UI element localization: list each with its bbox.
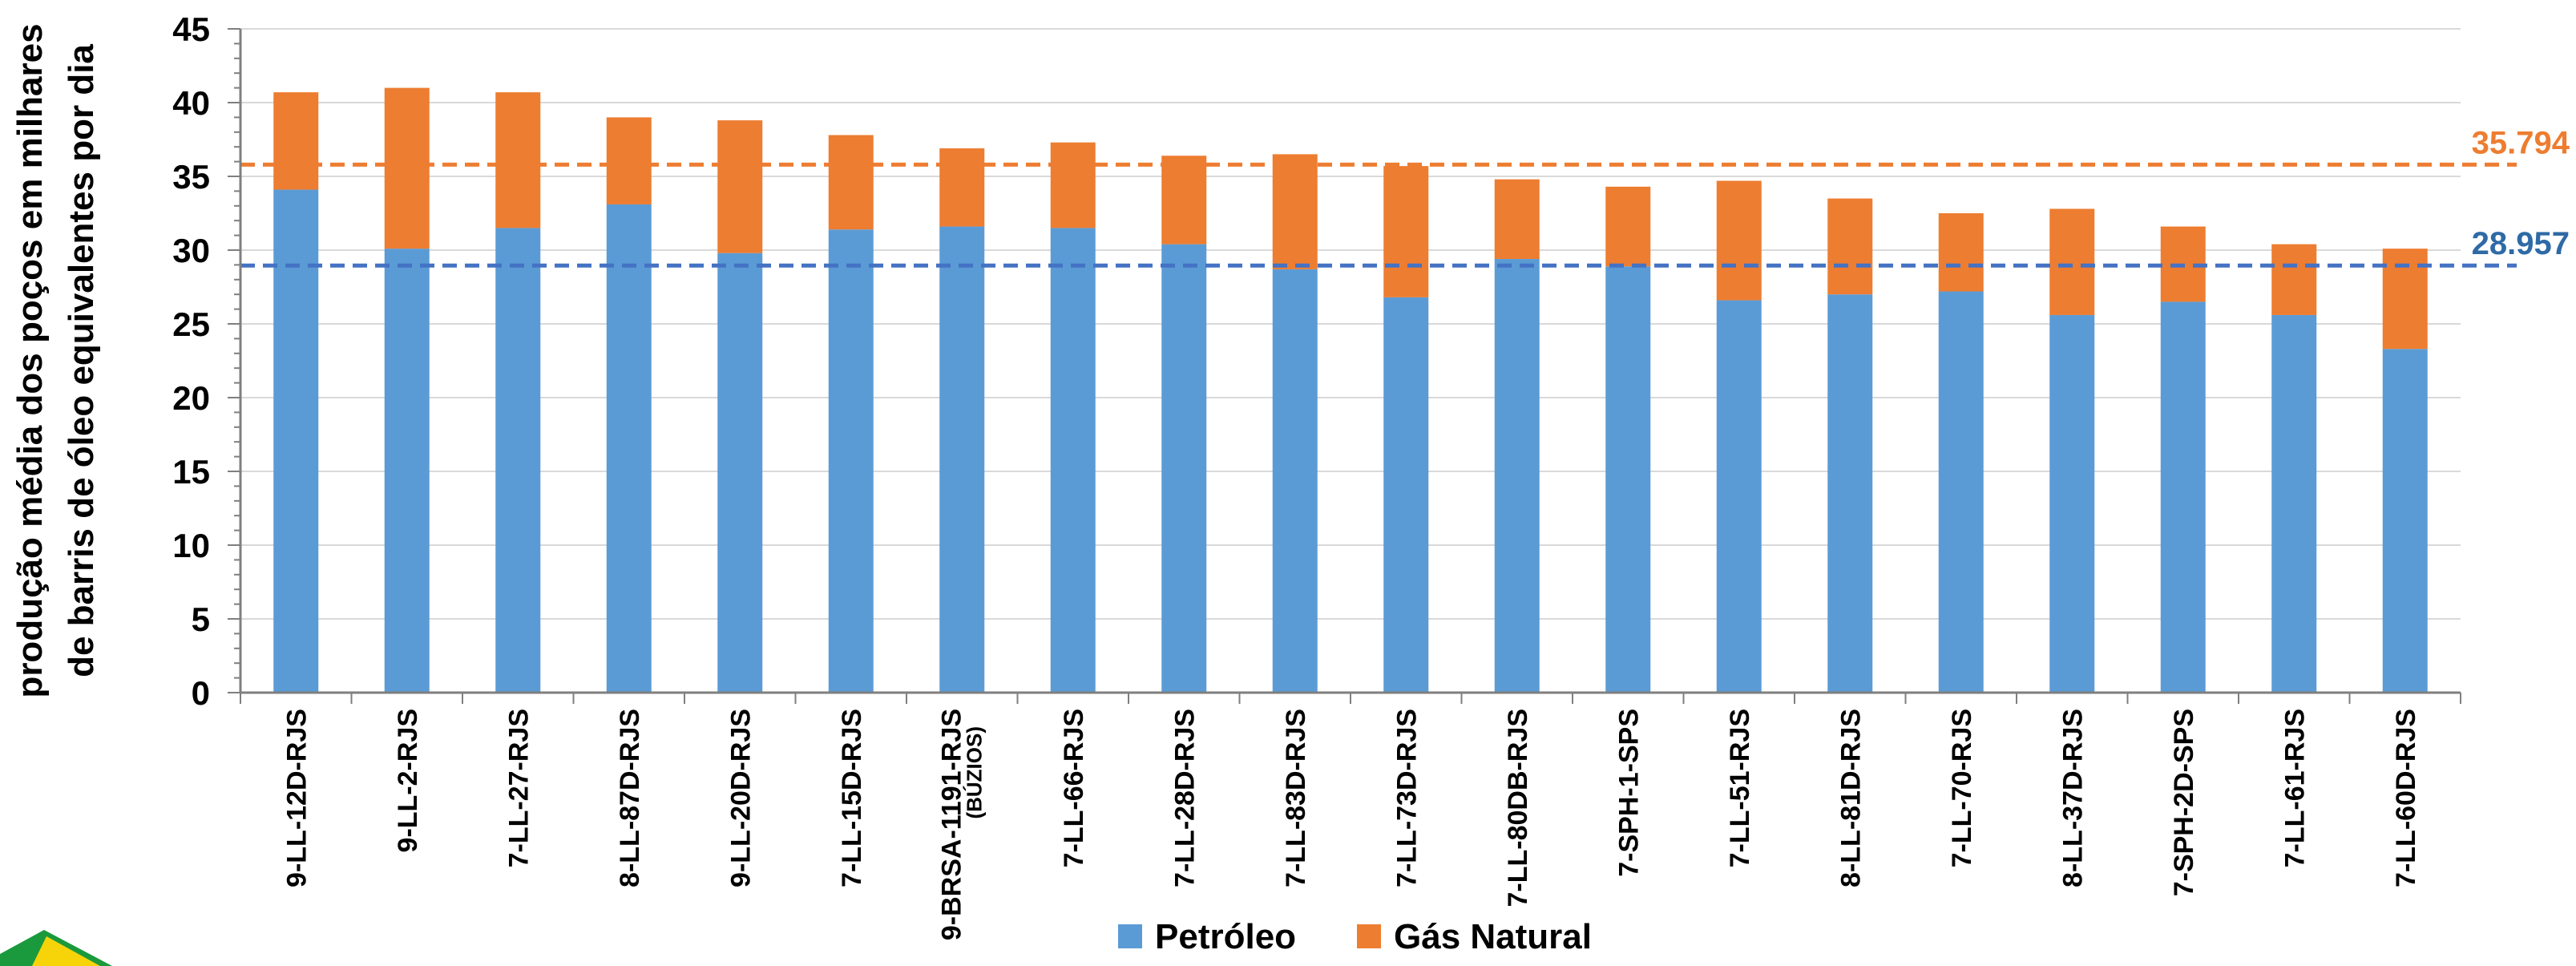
bar-petroleo <box>1383 297 1429 693</box>
x-tick-label: 7-SPH-2D-SPS <box>2169 709 2199 896</box>
bar-petroleo <box>1827 294 1873 693</box>
logo-icon <box>0 930 112 966</box>
y-axis-title-line: de barris de óleo equivalentes por dia <box>62 44 101 677</box>
bar-gas-natural <box>1383 166 1429 297</box>
bar-gas-natural <box>1050 142 1096 228</box>
bar-petroleo <box>1272 269 1318 693</box>
bar-petroleo <box>495 228 541 693</box>
y-tick-label: 40 <box>172 84 210 122</box>
legend: Petróleo Gás Natural <box>1118 917 1592 956</box>
y-tick-labels: 0 5 10 15 20 25 30 35 40 45 <box>172 10 210 712</box>
legend-swatch <box>1357 924 1381 948</box>
bar-petroleo <box>1716 300 1762 693</box>
x-tick-label: 7-LL-80DB-RJS <box>1503 709 1533 907</box>
x-tick-labels: 9-LL-12D-RJS 9-LL-2-RJS 7-LL-27-RJS 8-LL-87… <box>281 709 2421 940</box>
flag-yellow <box>32 936 100 966</box>
bar-gas-natural <box>1161 156 1207 245</box>
gridlines <box>240 28 2461 620</box>
y-axis-title-line: produção média dos poços em milhares <box>10 23 50 697</box>
bar-gas-natural <box>939 148 985 227</box>
bar-gas-natural <box>1272 154 1318 269</box>
bar-gas-natural <box>273 92 319 190</box>
bar-gas-natural <box>2271 244 2317 315</box>
x-tick-label: 9-LL-20D-RJS <box>725 709 756 887</box>
x-tick-label: 7-LL-70-RJS <box>1947 709 1977 867</box>
x-tick-label: 7-LL-60D-RJS <box>2391 709 2421 887</box>
x-tick-label: 8-LL-87D-RJS <box>615 709 645 887</box>
reference-lines: 35.794 28.957 <box>240 125 2570 268</box>
bar-petroleo <box>939 226 985 693</box>
bar-petroleo <box>1494 259 1540 693</box>
x-tick-label: 7-LL-73D-RJS <box>1391 709 1422 887</box>
bar-petroleo <box>2382 349 2428 693</box>
bar-gas-natural <box>717 120 763 253</box>
bar-gas-natural <box>1605 186 1651 267</box>
x-tick-label: 7-LL-15D-RJS <box>837 709 867 887</box>
bar-petroleo <box>717 253 763 693</box>
average-label: 35.794 <box>2472 125 2570 160</box>
bar-gas-natural <box>2049 208 2095 315</box>
bar-gas-natural <box>495 92 541 228</box>
x-tick-label: 7-LL-61-RJS <box>2279 709 2310 867</box>
bar-petroleo <box>2049 314 2095 693</box>
bars <box>273 87 2428 693</box>
x-tick-label: 7-LL-66-RJS <box>1059 709 1089 867</box>
bar-gas-natural <box>1494 179 1540 260</box>
bar-gas-natural <box>1938 213 1984 292</box>
axes <box>228 28 2461 704</box>
x-tick-label: 7-LL-27-RJS <box>503 709 534 867</box>
x-tick-label: 8-LL-81D-RJS <box>1835 709 1866 887</box>
bar-petroleo <box>1050 228 1096 693</box>
bar-gas-natural <box>606 117 652 204</box>
x-tick-label: 9-BRSA-1191-RJS(BÚZIOS) <box>936 709 986 940</box>
y-tick-label: 20 <box>172 379 210 417</box>
y-tick-label: 25 <box>172 305 210 343</box>
bar-petroleo <box>2271 314 2317 693</box>
y-tick-label: 5 <box>192 600 210 638</box>
average-label: 28.957 <box>2472 226 2570 261</box>
bar-gas-natural <box>1716 180 1762 301</box>
x-tick-label: 8-LL-37D-RJS <box>2057 709 2088 887</box>
y-tick-label: 15 <box>172 453 210 491</box>
bar-gas-natural <box>1827 198 1873 295</box>
bar-gas-natural <box>384 87 430 249</box>
bar-petroleo <box>1938 291 1984 693</box>
bar-petroleo <box>1605 266 1651 693</box>
bar-petroleo <box>384 249 430 693</box>
y-tick-label: 10 <box>172 527 210 564</box>
x-tick-label: 7-LL-51-RJS <box>1725 709 1755 867</box>
y-tick-label: 35 <box>172 158 210 196</box>
y-tick-label: 0 <box>192 674 210 712</box>
legend-label: Petróleo <box>1155 917 1296 956</box>
legend-label: Gás Natural <box>1394 917 1592 956</box>
y-tick-label: 30 <box>172 232 210 269</box>
bar-petroleo <box>606 204 652 693</box>
bar-petroleo <box>273 189 319 693</box>
x-tick-label: 7-LL-83D-RJS <box>1281 709 1311 887</box>
bar-petroleo <box>2160 301 2206 693</box>
bar-gas-natural <box>828 135 874 230</box>
x-tick-label: 7-LL-28D-RJS <box>1169 709 1200 887</box>
bar-petroleo <box>828 229 874 693</box>
legend-swatch <box>1118 924 1142 948</box>
bar-petroleo <box>1161 244 1207 693</box>
y-axis-title: produção média dos poços em milhares de b… <box>10 23 101 697</box>
x-tick-label: 9-LL-12D-RJS <box>281 709 312 887</box>
y-tick-label: 45 <box>172 10 210 48</box>
x-tick-label: 7-SPH-1-SPS <box>1613 709 1644 877</box>
x-tick-label: 9-LL-2-RJS <box>393 709 423 852</box>
